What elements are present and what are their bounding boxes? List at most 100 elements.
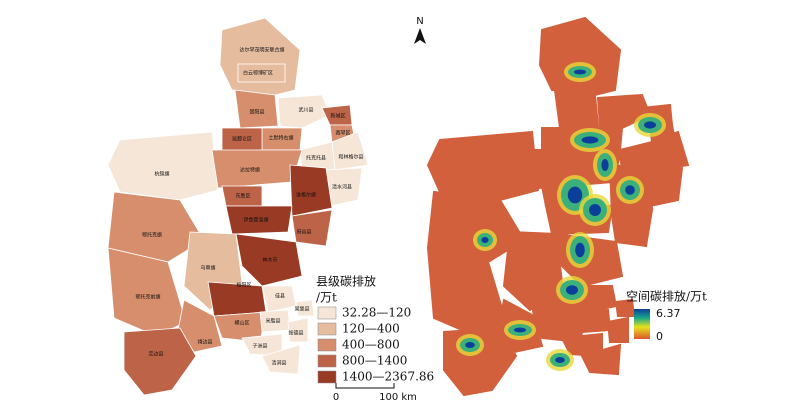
county xyxy=(237,63,286,83)
north-arrow-icon xyxy=(414,28,426,44)
emission-core xyxy=(514,327,526,333)
legend-swatch xyxy=(317,306,337,320)
emission-core xyxy=(574,69,586,75)
emission-core xyxy=(555,357,565,363)
county xyxy=(291,209,333,247)
county-label: 白云鄂博矿区 xyxy=(243,70,273,77)
county xyxy=(289,164,333,217)
county-label: 绥德县 xyxy=(288,330,303,337)
county xyxy=(295,299,315,317)
county-label: 佳县 xyxy=(275,293,285,300)
county xyxy=(234,89,279,129)
legend-title: 县级碳排放 xyxy=(316,274,376,289)
raster-area xyxy=(426,246,508,338)
county-label: 鄂托克前旗 xyxy=(135,294,160,301)
scale-start: 0 xyxy=(333,392,339,403)
county xyxy=(107,247,187,337)
raster-area xyxy=(606,316,629,343)
ramp-max: 6.37 xyxy=(656,307,681,320)
county-label: 准格尔旗 xyxy=(296,192,316,199)
color-ramp xyxy=(634,309,650,339)
county-label: 昆都仑区 xyxy=(232,136,252,143)
emission-core xyxy=(644,121,656,129)
county xyxy=(123,327,197,396)
county-label: 榆阳区 xyxy=(236,282,251,289)
county-label: 固阳县 xyxy=(249,109,264,116)
county xyxy=(261,285,297,313)
county xyxy=(219,17,301,96)
legend-label: 800—1400 xyxy=(342,354,407,368)
scale-end: 100 km xyxy=(379,392,417,403)
emission-core xyxy=(566,285,578,295)
raster-area xyxy=(553,88,600,130)
county xyxy=(277,94,331,129)
ramp-min: 0 xyxy=(656,330,663,343)
raster-map xyxy=(426,16,690,397)
legend-swatch xyxy=(317,354,337,368)
county-label: 子洲县 xyxy=(252,343,267,350)
emission-core xyxy=(575,242,585,258)
emission-core xyxy=(567,186,583,204)
legend-swatch xyxy=(317,370,337,384)
county-label: 鄂托克旗 xyxy=(142,232,162,239)
raster-area xyxy=(538,16,622,97)
raster-area xyxy=(426,190,526,264)
county xyxy=(235,233,303,287)
emission-core xyxy=(601,159,609,171)
right-legend: 空间碳排放/万t 6.37 0 xyxy=(626,289,707,344)
north-arrow: N xyxy=(414,16,426,44)
county xyxy=(107,191,205,263)
raster-area xyxy=(426,130,540,202)
emission-core xyxy=(465,342,475,348)
raster-area xyxy=(578,308,612,334)
legend-label: 120—400 xyxy=(342,322,400,336)
county xyxy=(177,299,223,353)
county-label: 和林格尔县 xyxy=(338,154,363,161)
county-label: 武川县 xyxy=(298,107,313,114)
county-label: 清涧县 xyxy=(271,360,286,367)
raster-area xyxy=(650,130,690,172)
county-label: 神木市 xyxy=(262,257,277,264)
county-label: 东胜区 xyxy=(235,193,250,200)
north-label: N xyxy=(416,16,423,27)
county-label: 横山区 xyxy=(234,320,249,327)
county-label: 托克托县 xyxy=(306,155,326,162)
county-label: 吴堡县 xyxy=(294,306,309,313)
raster-area xyxy=(580,343,622,376)
scale-bar: 0 100 km xyxy=(333,383,417,403)
emission-core xyxy=(625,185,635,195)
county-label: 达尔罕茂明安联合旗 xyxy=(239,47,284,54)
county-label: 杭锦旗 xyxy=(154,171,169,178)
legend-swatch xyxy=(317,338,337,352)
county xyxy=(107,131,219,201)
county-label: 达拉特旗 xyxy=(240,167,260,174)
county-label: 清水河县 xyxy=(332,184,352,191)
county-label: 府谷县 xyxy=(296,229,311,236)
county-label: 定边县 xyxy=(148,351,163,358)
county xyxy=(261,344,301,375)
raster-area xyxy=(610,208,654,248)
legend-unit: /万t xyxy=(316,291,337,305)
legend-swatch xyxy=(317,322,337,336)
county-label: 靖边县 xyxy=(197,339,212,346)
emission-core xyxy=(589,204,601,216)
county-label: 新城区 xyxy=(330,113,345,120)
county xyxy=(225,205,293,235)
county xyxy=(331,131,369,171)
legend-label: 32.28—120 xyxy=(342,306,411,320)
legend-title: 空间碳排放/万t xyxy=(626,289,707,304)
county-label: 乌审旗 xyxy=(200,265,215,272)
legend-label: 400—800 xyxy=(342,338,400,352)
county xyxy=(287,317,309,343)
emission-core xyxy=(581,136,599,144)
left-legend: 县级碳排放 /万t xyxy=(316,274,376,305)
county-label: 米脂县 xyxy=(265,318,280,325)
emission-core xyxy=(481,237,489,243)
county-label: 伊金霍洛旗 xyxy=(243,217,268,224)
legend-label: 1400—2367.86 xyxy=(342,370,434,384)
scale-line xyxy=(335,383,395,389)
legend-classes: 32.28—120 120—400 400—800 800—1400 1400—2367… xyxy=(317,306,434,384)
county-label: 土默特右旗 xyxy=(268,135,293,142)
